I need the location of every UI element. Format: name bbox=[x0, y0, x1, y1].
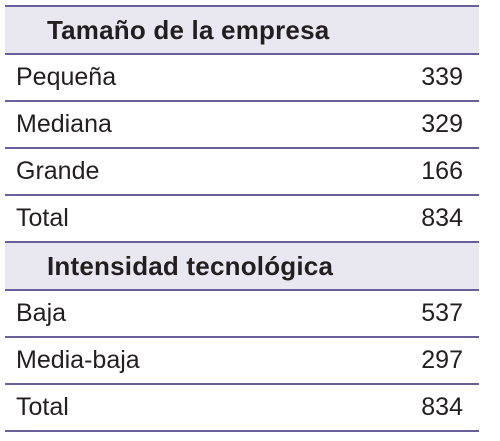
data-table: Tamaño de la empresa Pequeña 339 Mediana… bbox=[5, 5, 479, 432]
table-row: Mediana 329 bbox=[5, 102, 479, 149]
row-value: 834 bbox=[421, 204, 463, 232]
row-value: 297 bbox=[421, 346, 463, 374]
row-label: Mediana bbox=[16, 110, 112, 138]
row-label: Pequeña bbox=[16, 63, 117, 91]
table-row: Pequeña 339 bbox=[5, 55, 479, 102]
row-label: Baja bbox=[16, 299, 67, 327]
row-value: 834 bbox=[421, 393, 463, 421]
row-value: 329 bbox=[421, 110, 463, 138]
section-header-company-size: Tamaño de la empresa bbox=[5, 5, 479, 55]
table-row-total: Total 834 bbox=[5, 196, 479, 243]
row-label: Grande bbox=[16, 157, 100, 185]
table-row: Baja 537 bbox=[5, 291, 479, 338]
table-row: Grande 166 bbox=[5, 149, 479, 196]
row-label: Media-baja bbox=[16, 346, 140, 374]
row-value: 537 bbox=[421, 299, 463, 327]
row-label: Total bbox=[16, 393, 69, 421]
section-header-tech-intensity: Intensidad tecnológica bbox=[5, 243, 479, 291]
row-value: 166 bbox=[421, 157, 463, 185]
table-row-total: Total 834 bbox=[5, 385, 479, 432]
row-value: 339 bbox=[421, 63, 463, 91]
table-row: Media-baja 297 bbox=[5, 338, 479, 385]
row-label: Total bbox=[16, 204, 69, 232]
